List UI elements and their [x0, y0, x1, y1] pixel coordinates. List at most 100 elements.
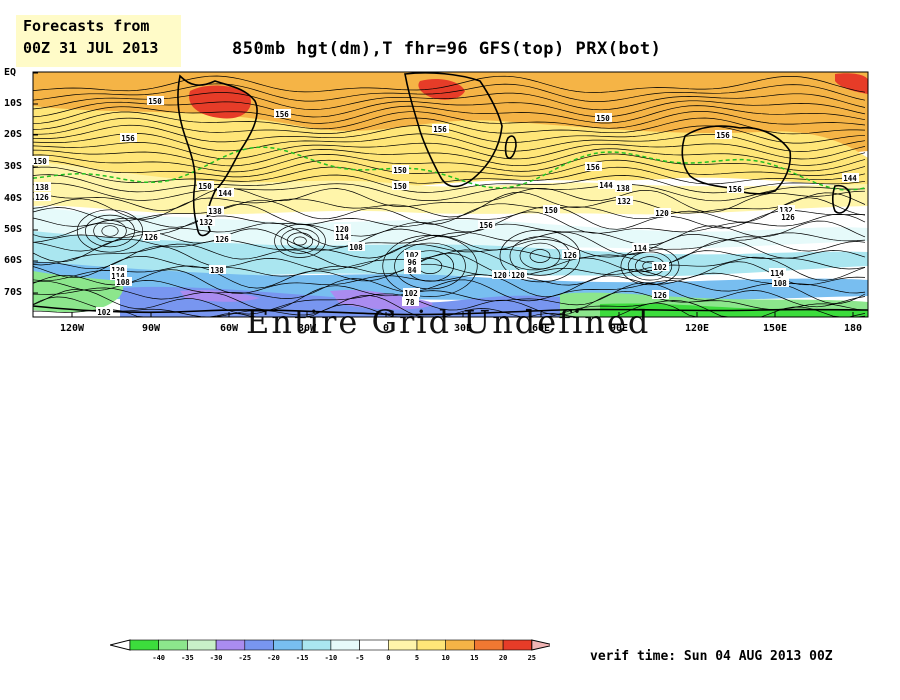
colorbar-swatch	[244, 639, 274, 651]
contour-closed	[286, 232, 314, 250]
contour-label: 132	[617, 197, 631, 206]
hot-spot-africa	[418, 79, 465, 100]
contour-label: 114	[111, 272, 125, 281]
contour-label: 126	[144, 233, 158, 242]
colorbar-tick-label: -35	[181, 654, 194, 662]
contour-label-bg	[402, 297, 419, 306]
africa-coast	[404, 72, 503, 188]
contour-label: 120	[111, 266, 125, 275]
colorbar-swatch	[445, 639, 475, 651]
contour-closed	[101, 225, 119, 237]
contour-label: 78	[405, 298, 415, 307]
contour-label: 102	[404, 289, 418, 298]
colorbar-tick-labels: -40 -35 -30 -25 -20 -15 -10 -5 0 5 10 15 20 25	[152, 654, 536, 662]
contour-label: 156	[728, 185, 742, 194]
contour-label-bg	[404, 250, 421, 259]
contour-label: 156	[433, 125, 447, 134]
contour-line	[32, 153, 866, 173]
lon-label-60e: 60E	[532, 323, 551, 334]
colorbar-swatch	[187, 639, 217, 651]
contour-label-bg	[598, 180, 615, 189]
height-contours	[32, 75, 866, 318]
lon-label-90w: 90W	[142, 323, 161, 334]
contour-closed	[382, 235, 478, 297]
contour-label-bg	[392, 181, 409, 190]
band-pale	[33, 161, 868, 215]
contour-label-bg	[120, 133, 137, 142]
contour-label: 120	[493, 271, 507, 280]
contour-label: 138	[616, 184, 630, 193]
contour-label-bg	[214, 234, 231, 243]
lon-label-180: 180	[844, 323, 863, 334]
contour-label-bg	[769, 268, 786, 277]
contour-label-bg	[96, 307, 113, 316]
contour-label: 108	[773, 279, 787, 288]
contour-line	[32, 182, 866, 202]
colorbar-swatch	[129, 639, 160, 651]
contour-label: 156	[479, 221, 493, 230]
colorbar-swatch	[301, 639, 332, 651]
contour-label-bg	[778, 205, 795, 214]
lon-label-120e: 120E	[685, 323, 710, 334]
contour-label-bg	[207, 206, 224, 215]
verification-time: verif time: Sun 04 AUG 2013 00Z	[590, 649, 833, 664]
colorbar-tick-label: -30	[210, 654, 223, 662]
contour-closed	[293, 236, 307, 246]
contour-label: 156	[716, 131, 730, 140]
contour-label-bg	[654, 208, 671, 217]
contour-line	[32, 278, 866, 304]
contour-line	[32, 75, 866, 93]
contour-closed	[93, 220, 127, 242]
contour-label: 126	[215, 235, 229, 244]
contour-label: 156	[121, 134, 135, 143]
contour-label: 108	[349, 243, 363, 252]
contour-line	[32, 228, 866, 256]
contour-label: 96	[407, 258, 417, 267]
contour-label: 150	[33, 157, 47, 166]
colorbar-swatch	[387, 639, 418, 651]
contour-line	[32, 159, 866, 178]
contour-closed	[394, 242, 466, 290]
lat-label-50s: 50S	[4, 224, 23, 235]
contour-label: 102	[97, 308, 111, 317]
contour-line	[32, 100, 866, 118]
contour-label-bg	[432, 124, 449, 133]
contour-line	[32, 289, 866, 316]
contour-label-bg	[348, 242, 365, 251]
contour-closed	[519, 242, 561, 270]
contour-label: 114	[770, 269, 784, 278]
colorbar-swatch	[359, 639, 389, 651]
contour-label-bg	[334, 232, 351, 241]
colorbar-swatch	[502, 639, 533, 651]
colorbar-swatches	[110, 639, 550, 651]
contour-label: 144	[218, 189, 232, 198]
colorbar-swatch	[330, 639, 360, 651]
colorbar-tick-label: -25	[238, 654, 251, 662]
colorbar-swatch	[416, 639, 447, 651]
contour-label-bg	[274, 109, 291, 118]
contour-label: 126	[35, 193, 49, 202]
contour-line	[32, 239, 866, 268]
colorbar-swatch	[273, 639, 303, 651]
contour-label-bg	[615, 183, 632, 192]
contour-line	[32, 111, 866, 130]
lon-label-30e: 30E	[454, 323, 473, 334]
contour-line	[32, 191, 866, 220]
contour-label: 120	[335, 225, 349, 234]
contour-label-bg	[727, 184, 744, 193]
contour-label: 120	[511, 271, 525, 280]
contour-label: 126	[563, 251, 577, 260]
contour-closed	[280, 228, 320, 254]
contour-line	[33, 117, 866, 135]
forecast-source-badge: Forecasts from 00Z 31 JUL 2013	[16, 15, 181, 67]
contour-label-bg	[32, 156, 49, 165]
hot-spot-australia	[835, 73, 868, 94]
contour-line	[32, 148, 866, 167]
contour-label: 114	[633, 244, 647, 253]
band-mild	[33, 106, 868, 195]
contour-label: 132	[779, 206, 793, 215]
contour-closed	[76, 209, 144, 253]
antarctica-coast	[32, 305, 869, 316]
band-green-left	[33, 271, 124, 313]
